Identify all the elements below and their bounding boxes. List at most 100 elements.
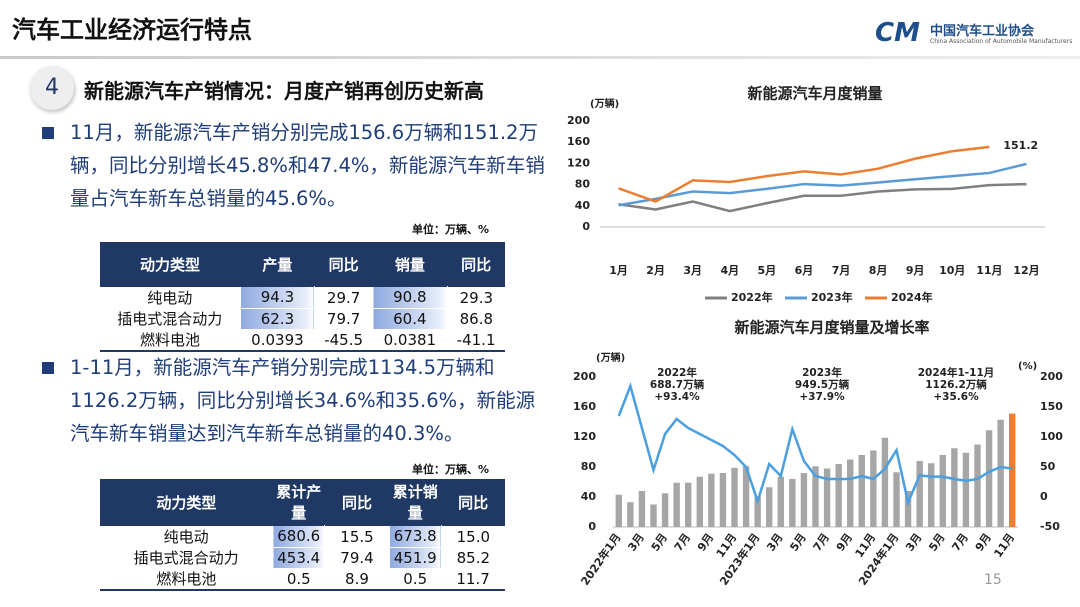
bar [627, 502, 634, 527]
bar [870, 450, 877, 527]
cell: 79.4 [340, 548, 374, 567]
header-cell: 同比 [447, 242, 505, 287]
bar [685, 482, 692, 527]
y2-tick-label: 50 [1040, 460, 1056, 473]
x-tick-label: 2022年1月 [578, 530, 624, 587]
x-tick-label: 11月 [991, 531, 1017, 560]
y-tick-label: 80 [575, 178, 591, 191]
cell: 673.8 [388, 525, 442, 548]
bullet: 11月，新能源汽车产销分别完成156.6万辆和151.2万辆，同比分别增长45.… [40, 116, 545, 215]
section-title: 新能源汽车产销情况：月度产销再创历史新高 [84, 79, 484, 103]
bar [696, 476, 703, 527]
x-tick-label: 7月 [949, 531, 970, 554]
y-tick-label: 40 [575, 199, 591, 212]
y2-tick-label: 150 [1040, 400, 1063, 413]
legend-label: 2024年 [891, 290, 933, 304]
x-tick-label: 10月 [939, 264, 965, 277]
line [618, 162, 1027, 207]
x-tick-label: 5月 [649, 531, 670, 554]
axis-unit: (万辆) [590, 97, 619, 110]
bar [881, 437, 889, 527]
y-tick-label: 160 [567, 135, 590, 148]
bar [766, 487, 773, 527]
x-tick-label: 5月 [758, 264, 777, 277]
axis-unit: (万辆) [596, 351, 625, 364]
x-tick-label: 9月 [973, 531, 994, 554]
section-number: 4 [30, 66, 74, 110]
cell: 15.5 [324, 525, 390, 547]
cell: 29.3 [447, 286, 505, 308]
annotation: 688.7万辆 [650, 378, 705, 391]
annotation: 1126.2万辆 [925, 378, 987, 391]
bar [858, 455, 865, 527]
bar [638, 491, 646, 527]
bullet: 1-11月，新能源汽车产销分别完成1134.5万辆和1126.2万辆，同比分别增… [40, 351, 545, 450]
cell: 纯电动 [100, 525, 273, 547]
cell: 0.5 [272, 568, 325, 591]
y-tick-label: 200 [567, 114, 590, 127]
bar [962, 452, 970, 527]
bar [997, 419, 1004, 527]
row: 燃料电池 0.0393 -45.5 0.0381 -41.1 [100, 329, 505, 352]
cell: -45.5 [314, 329, 373, 352]
y-tick-label: 0 [582, 220, 590, 233]
cell: 79.7 [326, 309, 361, 328]
x-tick-label: 9月 [834, 531, 855, 554]
table: 动力类型 产量 同比 销量 同比 纯电动 94.3 29.7 90.8 29.3 插电式混合动力 62… [100, 242, 505, 352]
x-tick-label: 1月 [609, 264, 628, 277]
chart-title: 新能源汽车月度销量及增长率 [734, 319, 929, 337]
bar [708, 473, 715, 527]
row: 燃料电池 0.5 8.9 0.5 11.7 [100, 568, 505, 591]
bar [673, 482, 680, 527]
x-tick-label: 11月 [976, 264, 1002, 277]
line [617, 382, 1013, 507]
x-tick-label: 3月 [903, 531, 924, 554]
y2-tick-label: -50 [1040, 520, 1060, 533]
bar [615, 494, 622, 527]
bar [777, 476, 784, 527]
header-cell: 动力类型 [100, 242, 241, 287]
line [618, 182, 1027, 213]
annotation: 949.5万辆 [795, 378, 850, 391]
bar [754, 496, 761, 527]
table: 动力类型 累计产量 同比 累计销量 同比 纯电动 680.6 15.5 673.8 15.0 插电式… [100, 479, 505, 591]
org-name: 中国汽车工业协会 [930, 24, 1035, 39]
slide-title: 汽车工业经济运行特点 [12, 16, 252, 44]
x-tick-label: 3月 [683, 264, 702, 277]
x-tick-label: 8月 [869, 264, 888, 277]
table-unit: 单位：万辆、% [412, 223, 490, 236]
annotation: +35.6% [933, 391, 979, 403]
bar [916, 461, 923, 527]
chart-title: 新能源汽车月度销量 [747, 85, 882, 103]
axis-unit: (%) [1018, 361, 1037, 372]
x-tick-label: 7月 [832, 264, 851, 277]
cell: 453.4 [272, 546, 326, 569]
y-tick-label: 120 [573, 430, 596, 443]
annotation: 2024年1-11月 [918, 366, 995, 379]
x-tick-label: 6月 [795, 264, 814, 277]
cell: 燃料电池 [100, 329, 241, 352]
y-tick-label: 120 [567, 156, 590, 169]
bar [835, 464, 842, 527]
x-tick-label: 12月 [1013, 264, 1039, 277]
x-tick-label: 5月 [926, 531, 947, 554]
header-cell: 同比 [441, 479, 505, 526]
cell: 插电式混合动力 [117, 310, 223, 328]
x-tick-label: 3月 [625, 531, 646, 554]
annotation: 2022年 [657, 366, 697, 379]
cell: 8.9 [324, 568, 390, 591]
bar [812, 466, 819, 527]
header-rule [0, 56, 1080, 59]
cell: 11.7 [441, 568, 505, 591]
legend-label: 2022年 [731, 290, 773, 304]
header-row: 动力类型 累计产量 同比 累计销量 同比 [100, 479, 505, 526]
x-tick-label: 7月 [811, 531, 832, 554]
bar [939, 455, 946, 527]
cell: 纯电动 [100, 286, 241, 308]
logo: CM [875, 18, 920, 48]
table-unit: 单位：万辆、% [412, 463, 490, 476]
cell: 451.9 [388, 546, 442, 569]
y-tick-label: 80 [581, 460, 597, 473]
cell: 60.4 [372, 307, 448, 330]
